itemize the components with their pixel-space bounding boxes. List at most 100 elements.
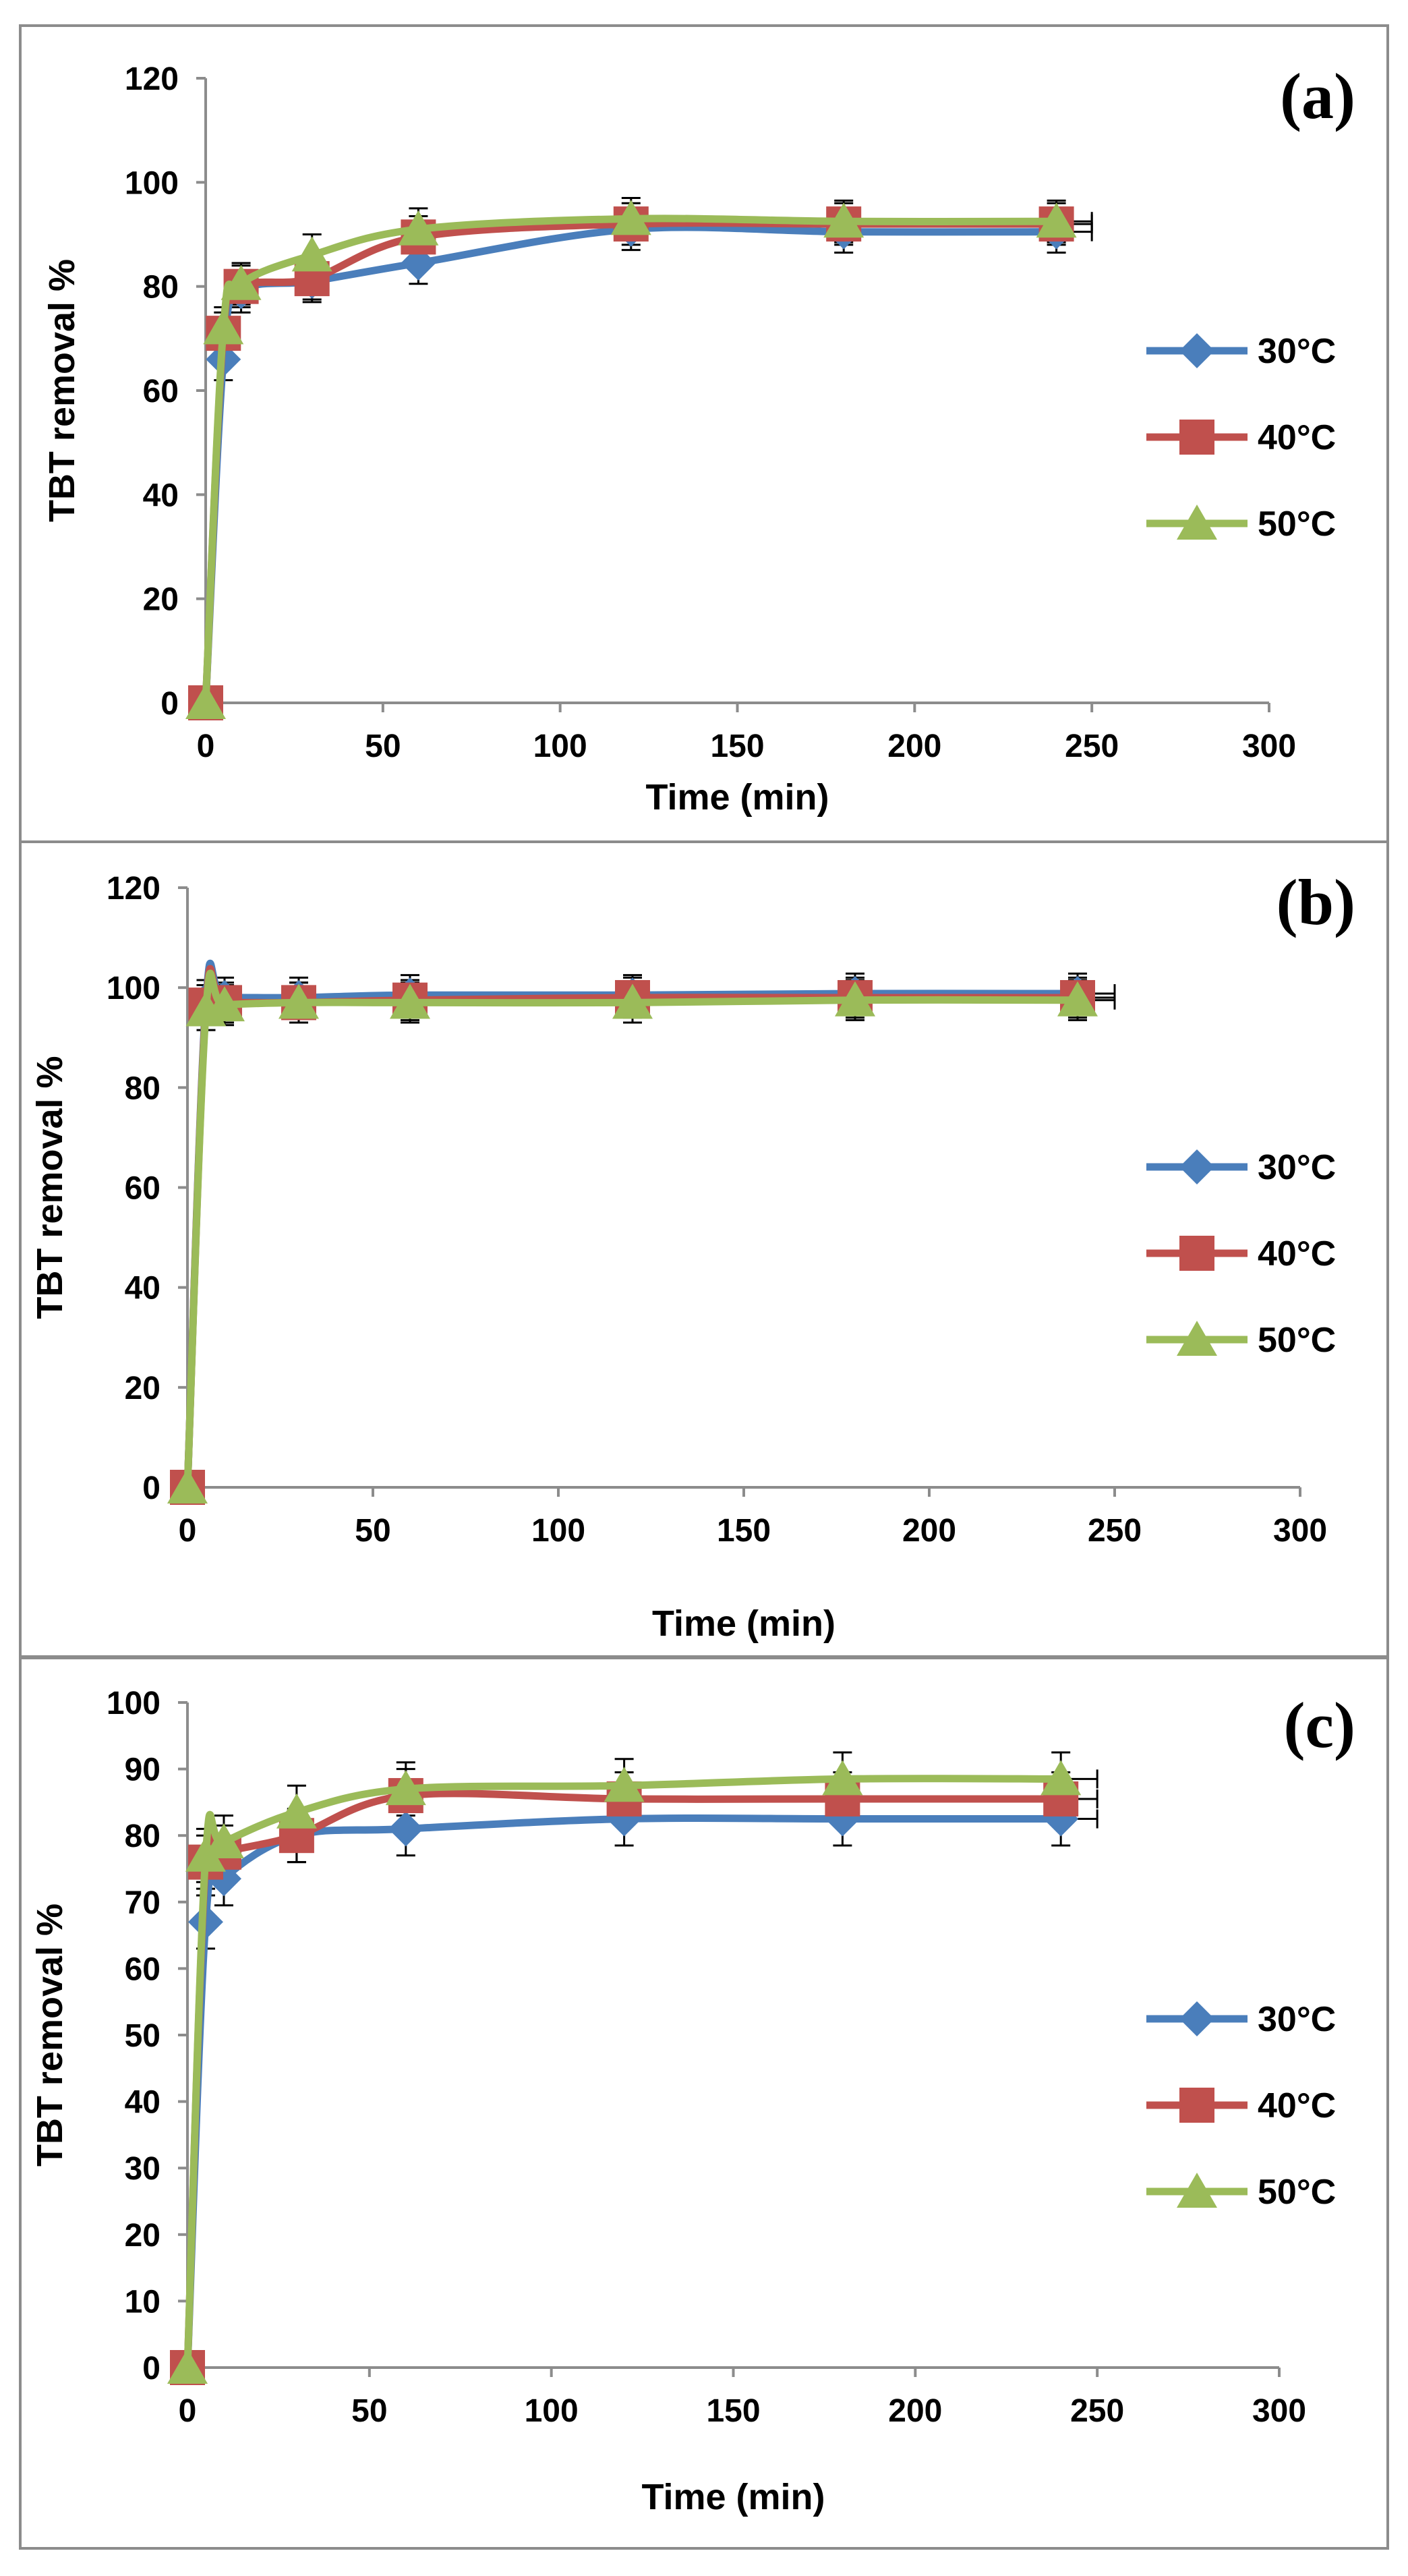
y-tick-label: 60 [143,374,179,409]
series-2 [185,200,1077,719]
x-tick-label: 100 [531,1513,585,1549]
y-tick-label: 100 [107,1686,160,1721]
legend-item: 30°C [1146,2000,1336,2039]
y-tick-label: 120 [125,61,179,97]
x-tick-label: 300 [1252,2393,1306,2429]
legend: 30°C 40°C 50°C [1146,332,1336,544]
x-tick-label: 150 [717,1513,771,1549]
data-point [185,1836,226,1872]
x-tick-label: 250 [1088,1513,1142,1549]
legend: 30°C 40°C 50°C [1146,1148,1336,1360]
data-point [1036,202,1077,238]
y-tick-label: 70 [125,1885,160,1921]
panel-label: (a) [1280,60,1355,132]
y-tick-label: 10 [125,2284,160,2320]
series-line [183,1775,1061,2368]
legend-label: 40°C [1258,418,1336,457]
series-line [183,969,1078,1488]
y-tick-label: 80 [125,1070,160,1106]
legend-label: 30°C [1258,1148,1336,1187]
y-tick-label: 80 [143,270,179,306]
y-tick-label: 60 [125,1171,160,1207]
legend-item: 50°C [1146,1321,1336,1360]
x-tick-label: 50 [351,2393,387,2429]
y-tick-label: 20 [143,582,179,618]
data-point [203,1823,244,1859]
data-point [167,1468,208,1504]
series-2 [167,969,1098,1504]
x-tick-label: 100 [533,728,587,764]
x-tick-label: 0 [179,2393,197,2429]
legend-marker [1177,505,1217,540]
panel-label: (b) [1277,866,1355,938]
y-tick-label: 100 [125,165,179,201]
data-point [822,1760,863,1796]
data-point [835,981,875,1017]
x-axis-title: Time (min) [641,2477,825,2517]
legend-item: 30°C [1146,1148,1336,1187]
x-tick-label: 150 [706,2393,760,2429]
x-axis-title: Time (min) [645,777,829,818]
y-tick-label: 40 [125,2085,160,2121]
data-point [390,983,430,1019]
x-tick-label: 0 [197,728,215,764]
data-point [221,264,262,300]
series-2 [167,1760,1082,2384]
chart-panel-a: 0 50 100 150 200 250 300 0 20 40 60 80 100 120 Time (m… [19,24,1389,843]
x-tick-label: 50 [355,1513,390,1549]
y-tick-label: 0 [142,1470,160,1506]
data-point [291,236,332,272]
x-tick-label: 300 [1273,1513,1327,1549]
x-tick-label: 200 [902,1513,956,1549]
x-tick-label: 200 [888,2393,942,2429]
legend-item: 50°C [1146,505,1336,544]
legend-item: 30°C [1146,332,1336,371]
legend-label: 50°C [1258,2173,1336,2212]
legend-label: 40°C [1258,2086,1336,2125]
legend-label: 30°C [1258,332,1336,371]
x-tick-label: 150 [710,728,764,764]
data-point [823,202,864,238]
y-tick-label: 100 [107,971,160,1006]
data-point [398,210,439,246]
x-tick-label: 250 [1070,2393,1124,2429]
y-tick-label: 30 [125,2151,160,2187]
legend-marker [1179,1236,1214,1271]
data-point [612,983,653,1019]
data-point [604,1767,645,1802]
legend-item: 40°C [1146,418,1336,457]
data-point [1057,981,1098,1017]
data-point [203,309,244,345]
data-point [1040,1760,1082,1796]
y-tick-label: 50 [125,2018,160,2054]
x-tick-label: 50 [365,728,401,764]
y-tick-label: 0 [142,2351,160,2386]
data-point [276,1793,317,1829]
y-tick-label: 20 [125,2218,160,2254]
legend-label: 40°C [1258,1234,1336,1273]
y-axis-title: TBT removal % [42,259,82,522]
data-point [610,200,651,235]
x-axis-title: Time (min) [652,1603,835,1644]
y-tick-label: 120 [107,871,160,907]
legend-label: 30°C [1258,2000,1336,2039]
y-axis-title: TBT removal % [30,1904,70,2167]
panel-label: (c) [1283,1689,1355,1761]
legend: 30°C 40°C 50°C [1146,2000,1336,2212]
legend-marker [1179,333,1214,368]
y-tick-label: 20 [125,1371,160,1406]
x-tick-label: 100 [525,2393,579,2429]
legend-label: 50°C [1258,505,1336,544]
panel-border [19,840,1389,1658]
legend-marker [1177,2173,1217,2208]
legend-item: 40°C [1146,1234,1336,1273]
y-tick-label: 60 [125,1951,160,1987]
legend-marker [1179,420,1214,455]
legend-marker [1179,2088,1214,2123]
data-point [385,1770,426,1806]
y-tick-label: 80 [125,1819,160,1854]
chart-panel-c: 0 50 100 150 200 250 300 0 10 20 30 40 50 60 70 80 90 100… [19,1657,1389,2550]
data-point [204,986,245,1022]
y-tick-label: 90 [125,1752,160,1788]
